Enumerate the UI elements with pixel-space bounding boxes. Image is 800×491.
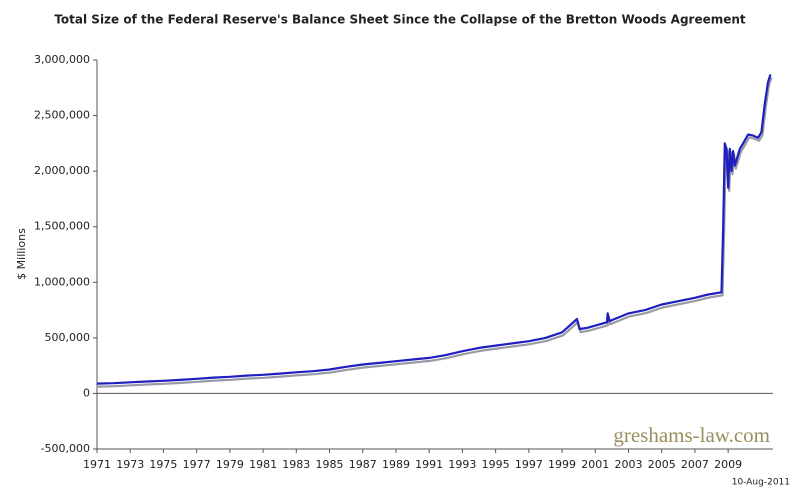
- x-tick-label: 1979: [216, 458, 244, 471]
- y-tick-label: 3,000,000: [34, 53, 90, 66]
- x-tick-label: 2007: [681, 458, 709, 471]
- y-tick-label: 1,500,000: [34, 220, 90, 233]
- y-tick-label: 2,500,000: [34, 109, 90, 122]
- x-tick-label: 1981: [249, 458, 277, 471]
- watermark: greshams-law.com: [613, 423, 770, 447]
- y-tick-label: 0: [83, 386, 90, 399]
- x-tick-label: 1987: [349, 458, 377, 471]
- x-tick-label: 2009: [714, 458, 742, 471]
- x-tick-label: 1991: [415, 458, 443, 471]
- x-tick-label: 2003: [614, 458, 642, 471]
- x-tick-label: 1989: [382, 458, 410, 471]
- y-axis-label: $ Millions: [15, 228, 28, 280]
- x-tick-label: 1999: [548, 458, 576, 471]
- y-tick-label: -500,000: [41, 442, 90, 455]
- data-line: [96, 74, 772, 385]
- chart-title: Total Size of the Federal Reserve's Bala…: [54, 13, 746, 27]
- x-tick-label: 2001: [581, 458, 609, 471]
- x-tick-label: 1973: [116, 458, 144, 471]
- y-tick-label: 1,000,000: [34, 275, 90, 288]
- x-tick-label: 1971: [83, 458, 111, 471]
- date-note: 10-Aug-2011: [732, 478, 790, 488]
- x-tick-label: 2005: [648, 458, 676, 471]
- x-tick-label: 1997: [515, 458, 543, 471]
- y-tick-label: 2,000,000: [34, 164, 90, 177]
- x-tick-label: 1985: [316, 458, 344, 471]
- x-tick-label: 1975: [149, 458, 177, 471]
- x-tick-label: 1983: [282, 458, 310, 471]
- x-tick-label: 1993: [448, 458, 476, 471]
- y-tick-label: 500,000: [45, 331, 91, 344]
- x-tick-label: 1977: [183, 458, 211, 471]
- x-tick-label: 1995: [482, 458, 510, 471]
